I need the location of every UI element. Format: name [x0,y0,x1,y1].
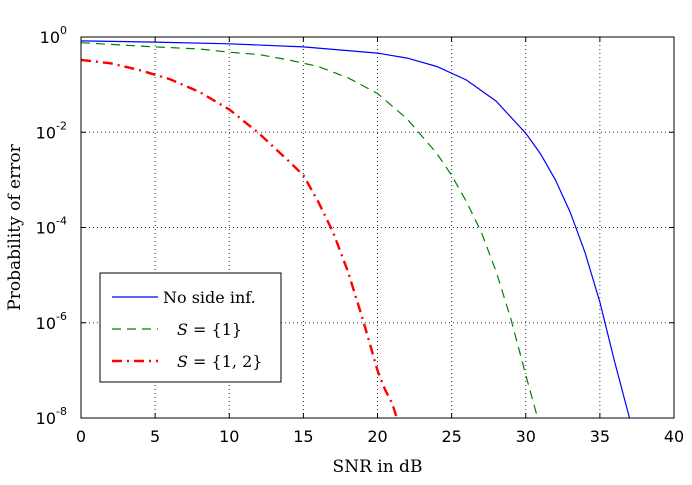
series-line-2 [80,42,539,419]
x-tick-label: 5 [150,427,160,446]
x-tick-label: 25 [441,427,461,446]
legend-label: S = {1} [177,320,242,339]
legend-label: S = {1, 2} [177,352,262,371]
legend-label: No side inf. [163,288,256,307]
y-tick-label: 10-6 [36,310,67,333]
y-axis-label: Probability of error [5,143,25,310]
x-axis-label: SNR in dB [333,457,423,477]
x-tick-label: 30 [516,427,536,446]
grid-lines [81,37,674,418]
x-tick-label: 0 [76,427,86,446]
x-tick-label: 10 [219,427,239,446]
y-tick-label: 10-8 [36,405,67,428]
legend: No side inf. S = {1} S = {1, 2} [99,272,282,383]
x-tick-label: 35 [590,427,610,446]
y-tick-label: 100 [40,24,67,47]
y-tick-label: 10-2 [36,119,67,142]
series-line-3 [80,58,398,419]
series-line-1 [80,40,631,419]
legend-box [99,272,282,383]
x-tick-label: 15 [293,427,313,446]
y-tick-label: 10-4 [36,215,67,238]
series-group [80,40,631,419]
axis-ticks: 0 5 10 15 20 25 30 35 40 100 10-2 10-4 10-6 10-8 [36,24,685,446]
x-tick-label: 20 [367,427,387,446]
x-tick-label: 40 [664,427,684,446]
